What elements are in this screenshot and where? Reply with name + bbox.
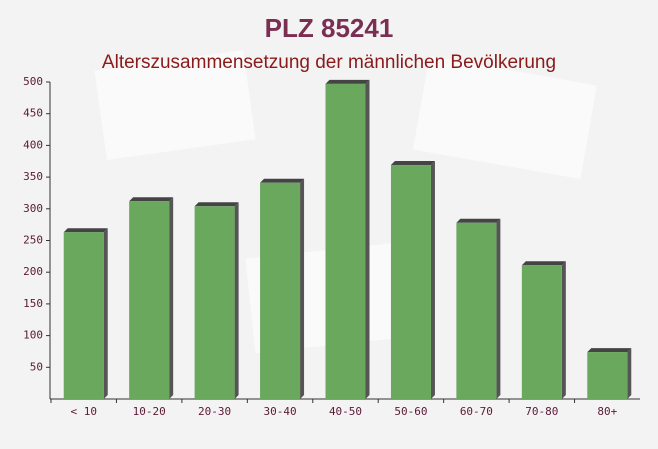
bar-top bbox=[63, 228, 108, 233]
bar-top bbox=[587, 348, 632, 353]
bar-side bbox=[300, 178, 305, 399]
y-tick-label: 300 bbox=[23, 202, 43, 215]
bar-top bbox=[194, 202, 239, 207]
x-tick-label: 40-50 bbox=[329, 405, 362, 418]
bar-side bbox=[627, 348, 632, 399]
y-tick-label: 200 bbox=[23, 265, 43, 278]
x-tick-label: 20-30 bbox=[198, 405, 231, 418]
x-tick-label: 80+ bbox=[597, 405, 617, 418]
bar-side bbox=[169, 197, 174, 399]
y-tick-label: 500 bbox=[23, 75, 43, 88]
bar bbox=[587, 352, 628, 399]
x-tick-label: 30-40 bbox=[263, 405, 296, 418]
bar-top bbox=[260, 178, 305, 183]
chart-subtitle: Alterszusammensetzung der männlichen Bev… bbox=[102, 52, 556, 73]
y-tick-label: 150 bbox=[23, 297, 43, 310]
bar-side bbox=[234, 202, 239, 399]
y-tick-label: 450 bbox=[23, 107, 43, 120]
bar bbox=[260, 182, 301, 399]
bar-top bbox=[129, 197, 174, 202]
x-tick-label: 10-20 bbox=[133, 405, 166, 418]
bar bbox=[390, 165, 431, 399]
bar-side bbox=[430, 161, 435, 399]
bar bbox=[194, 206, 235, 399]
bar-side bbox=[365, 79, 370, 399]
bar-top bbox=[456, 218, 501, 223]
y-tick-label: 400 bbox=[23, 138, 43, 151]
chart-title: PLZ 85241 bbox=[265, 13, 394, 43]
bar bbox=[63, 232, 104, 399]
bar-top bbox=[325, 79, 370, 84]
bar-side bbox=[496, 218, 501, 399]
y-tick-label: 350 bbox=[23, 170, 43, 183]
bar-top bbox=[521, 261, 566, 266]
bar bbox=[456, 222, 497, 399]
bar-side bbox=[103, 228, 108, 399]
y-tick-label: 50 bbox=[30, 360, 43, 373]
y-tick-label: 250 bbox=[23, 234, 43, 247]
x-tick-label: 70-80 bbox=[525, 405, 558, 418]
background-card bbox=[94, 49, 256, 161]
bar-top bbox=[390, 161, 435, 166]
x-tick-label: 50-60 bbox=[394, 405, 427, 418]
bar bbox=[325, 83, 366, 399]
x-tick-label: 60-70 bbox=[460, 405, 493, 418]
bar bbox=[129, 201, 170, 399]
x-tick-label: < 10 bbox=[70, 405, 97, 418]
background-card bbox=[412, 55, 597, 180]
bar bbox=[521, 265, 562, 399]
y-tick-label: 100 bbox=[23, 329, 43, 342]
bar-side bbox=[561, 261, 566, 399]
